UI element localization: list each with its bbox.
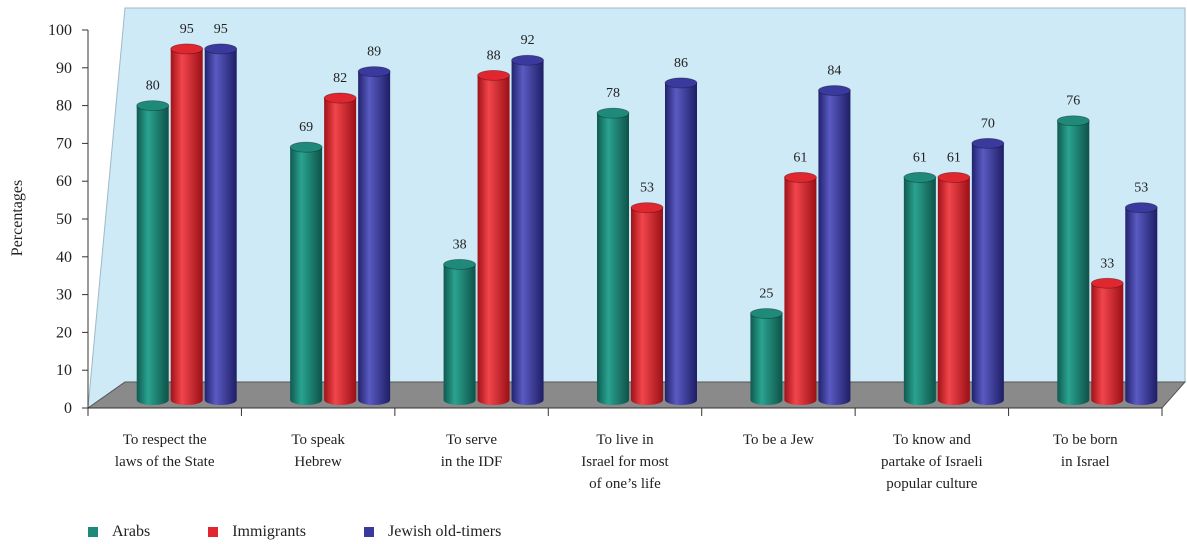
data-label: 69: [299, 120, 313, 135]
legend-label: Jewish old-timers: [387, 523, 502, 540]
data-label: 88: [487, 48, 501, 63]
legend-swatch: [208, 527, 219, 537]
bar-chart: 0 10 20 30 40 50 60 70 80 90 100 To respect the law…: [9, 7, 1187, 492]
y-tick-label: 60: [56, 173, 72, 190]
bar: [818, 85, 851, 405]
y-tick-label: 50: [56, 211, 72, 228]
bar: [289, 141, 323, 405]
x-tick-label: To be born in Israel: [1053, 432, 1118, 470]
bar: [1124, 202, 1158, 405]
data-label: 76: [1066, 94, 1080, 109]
data-label: 92: [521, 33, 535, 48]
y-tick-label: 100: [48, 22, 72, 39]
data-label: 38: [453, 237, 467, 252]
data-label: 25: [759, 287, 773, 302]
y-tick-label: 40: [56, 249, 72, 266]
data-label: 95: [180, 22, 194, 37]
legend-item: Arabs: [88, 523, 150, 541]
data-label: 80: [146, 79, 160, 94]
y-axis: 0 10 20 30 40 50 60 70 80 90 100: [48, 22, 88, 417]
data-label: 61: [793, 150, 807, 165]
legend-label: Immigrants: [232, 523, 306, 540]
x-tick-label: To know and partake of Israeli popular cul…: [881, 432, 983, 492]
x-tick-label: To speak Hebrew: [291, 432, 345, 470]
x-tick-label: To respect the laws of the State: [115, 432, 215, 470]
bar: [323, 92, 357, 405]
data-label: 78: [606, 86, 620, 101]
data-label: 70: [981, 116, 995, 131]
y-tick-label: 70: [56, 135, 72, 152]
bar: [1056, 115, 1090, 405]
legend-swatch: [88, 527, 98, 537]
y-tick-label: 0: [64, 400, 72, 417]
data-label: 89: [367, 45, 381, 60]
data-label: 61: [947, 150, 961, 165]
bar: [1090, 277, 1124, 405]
data-label: 53: [640, 181, 654, 196]
legend-swatch: [363, 527, 374, 537]
y-tick-label: 80: [56, 98, 72, 115]
bar: [170, 43, 204, 406]
y-tick-label: 10: [56, 362, 72, 379]
legend-item: Jewish old-timers: [363, 523, 502, 541]
bar: [443, 258, 476, 405]
x-tick-label: To be a Jew: [743, 432, 814, 448]
data-label: 61: [913, 150, 927, 165]
bar: [664, 77, 698, 406]
data-label: 95: [214, 22, 228, 37]
bar: [136, 100, 170, 405]
x-tick-label: To serve in the IDF: [441, 432, 503, 470]
data-label: 84: [827, 63, 841, 78]
y-tick-label: 20: [56, 324, 72, 341]
bar: [477, 69, 510, 406]
x-tick-label: To live in Israel for most of one’s life: [581, 432, 669, 492]
bar: [903, 172, 937, 405]
data-label: 86: [674, 56, 688, 71]
bar: [750, 308, 783, 405]
bar: [511, 54, 544, 405]
y-tick-label: 90: [56, 60, 72, 77]
y-tick-label: 30: [56, 287, 72, 304]
legend-label: Arabs: [112, 523, 151, 540]
bar: [357, 66, 391, 405]
legend-item: Immigrants: [208, 523, 306, 541]
x-axis-categories: To respect the laws of the State To speak H…: [87, 408, 1163, 492]
data-label: 53: [1134, 181, 1148, 196]
data-label: 33: [1100, 256, 1114, 271]
legend: Arabs Immigrants Jewish old-timers: [88, 520, 559, 544]
bar: [971, 137, 1005, 405]
bar: [630, 202, 664, 405]
bar: [784, 172, 817, 405]
bar-series: 80 69 38 78 25 61 76 95 82 88 53 61 61 33 95 89 92 86 84 70…: [136, 22, 1158, 406]
data-label: 82: [333, 71, 347, 86]
y-axis-title: Percentages: [9, 180, 26, 256]
bar: [204, 43, 238, 406]
bar: [937, 172, 971, 405]
bar: [596, 107, 630, 405]
